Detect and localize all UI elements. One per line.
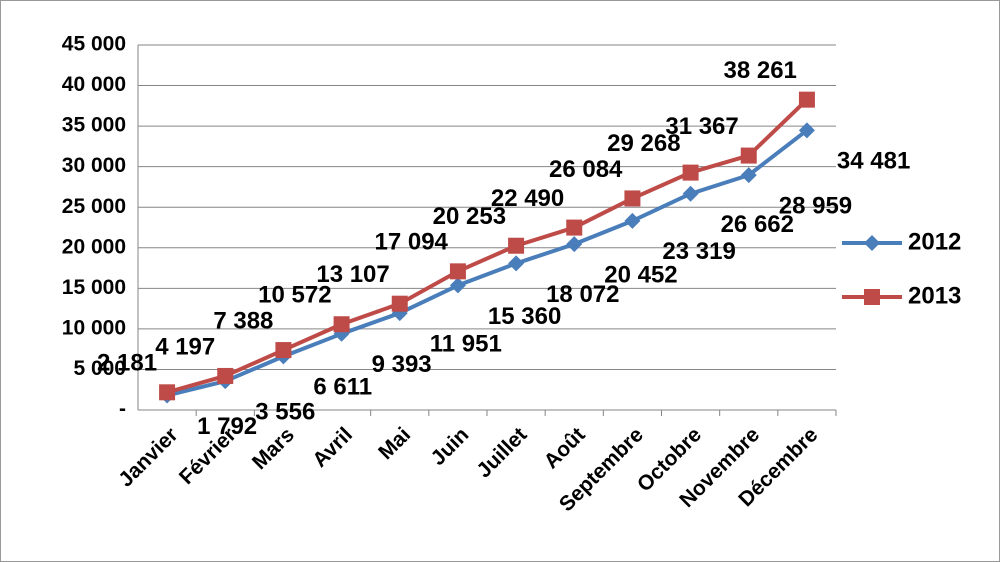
data-point [798, 122, 815, 139]
data-label: 34 481 [837, 148, 910, 175]
data-point [275, 342, 292, 359]
data-point [159, 384, 176, 401]
series-line [166, 128, 809, 398]
data-label: 7 388 [213, 307, 273, 334]
data-label: 26 662 [721, 211, 794, 238]
data-point [391, 295, 408, 312]
data-label: 23 319 [662, 238, 735, 265]
legend-label: 2013 [908, 282, 961, 309]
data-label: 18 072 [546, 281, 619, 308]
data-label: 1 792 [197, 413, 257, 440]
legend-marker [864, 289, 880, 305]
data-label: 28 959 [779, 192, 852, 219]
data-point [624, 212, 641, 229]
data-label: 31 367 [665, 113, 738, 140]
data-label: 11 951 [430, 330, 502, 357]
data-point [449, 277, 466, 294]
data-label: 9 393 [372, 351, 432, 378]
data-label: 4 197 [155, 333, 215, 360]
data-label: 22 490 [491, 185, 564, 212]
data-label: 38 261 [724, 57, 797, 84]
data-point [508, 237, 525, 254]
y-tick-label: 40 000 [62, 73, 126, 96]
data-label: 29 268 [607, 130, 680, 157]
data-label: 20 452 [604, 261, 677, 288]
series-line [166, 98, 809, 395]
data-label: 2 181 [97, 350, 157, 377]
data-label: 13 107 [316, 261, 389, 288]
y-tick-label: 35 000 [62, 114, 126, 137]
data-label: 3 556 [255, 399, 315, 426]
data-point [566, 219, 583, 236]
data-label: 20 253 [433, 203, 506, 230]
y-tick-label: - [119, 398, 126, 421]
data-point [740, 167, 757, 184]
data-point [740, 147, 757, 164]
data-point [217, 367, 234, 384]
y-tick-label: 30 000 [62, 154, 126, 177]
data-point [682, 185, 699, 202]
data-point [798, 91, 815, 108]
data-label: 10 572 [258, 282, 331, 309]
data-point [333, 316, 350, 333]
legend-label: 2012 [908, 228, 961, 255]
data-point [508, 255, 525, 272]
y-tick-label: 45 000 [62, 33, 126, 56]
data-point [624, 190, 641, 207]
data-point [449, 263, 466, 280]
data-label: 26 084 [549, 156, 623, 183]
data-point [566, 236, 583, 253]
y-tick-label: 5 000 [73, 357, 126, 380]
y-tick-label: 20 000 [62, 235, 126, 258]
y-tick-label: 15 000 [62, 276, 126, 299]
data-label: 17 094 [375, 229, 449, 256]
legend-marker [864, 235, 880, 251]
data-label: 15 360 [488, 303, 561, 330]
data-point [682, 164, 699, 181]
y-tick-label: 10 000 [62, 316, 126, 339]
y-tick-label: 25 000 [62, 195, 126, 218]
data-label: 6 611 [313, 374, 372, 401]
